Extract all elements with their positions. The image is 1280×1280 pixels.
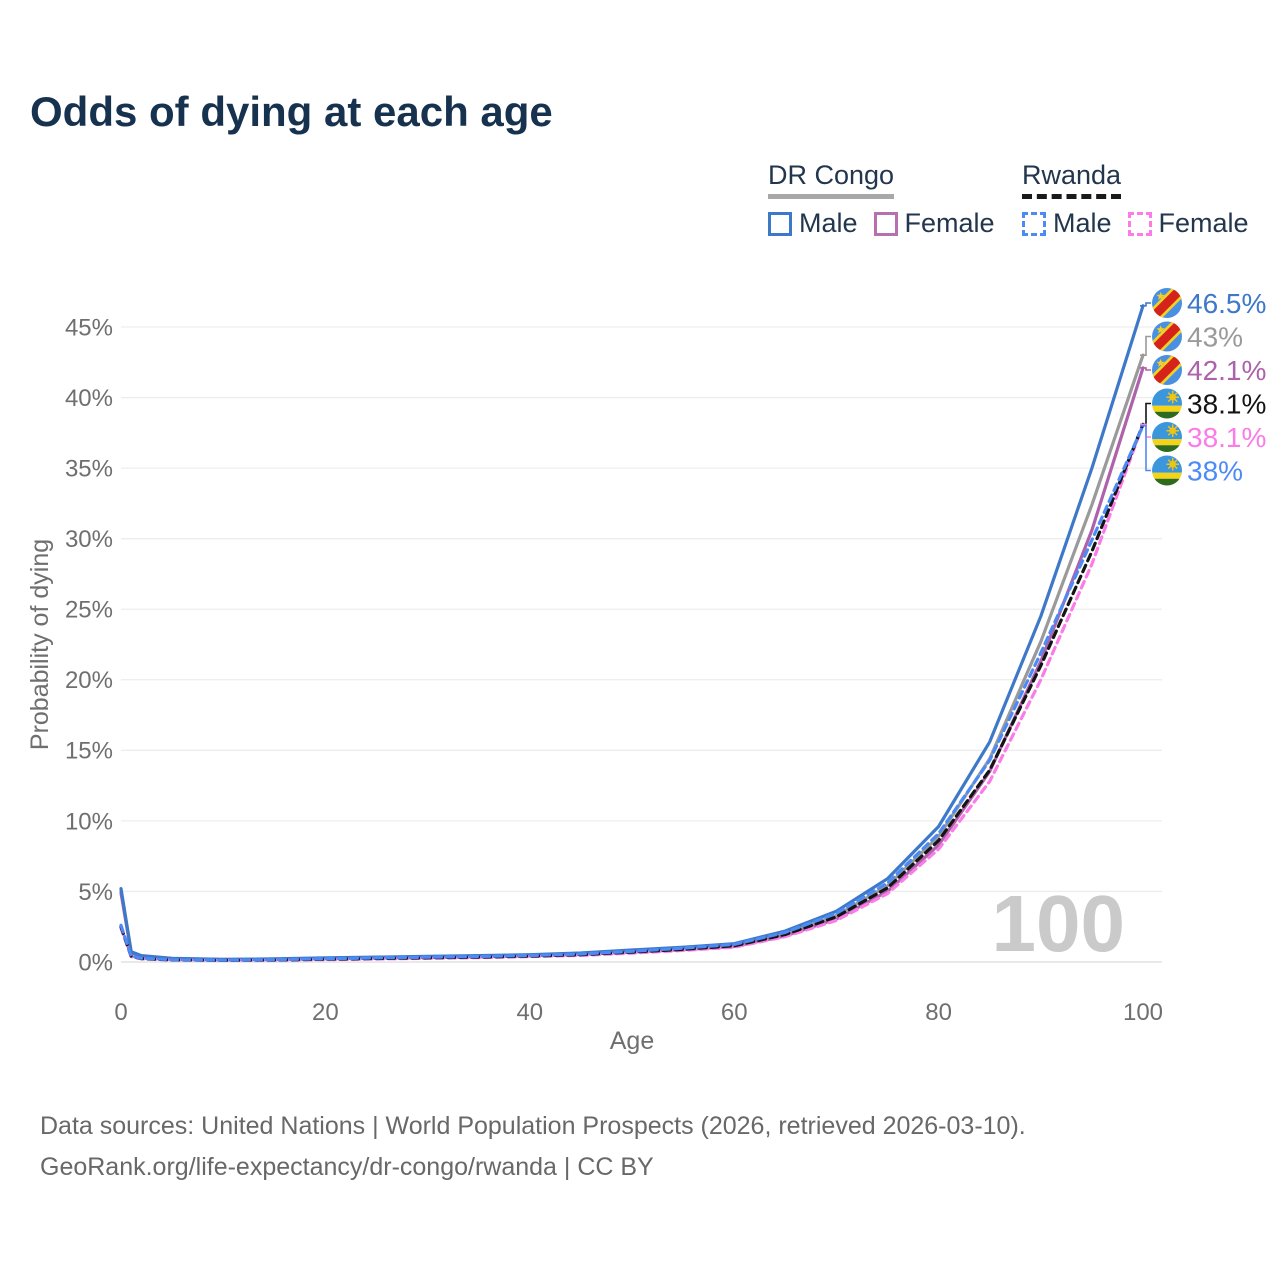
legend-item-rwanda-female[interactable]: Female bbox=[1127, 208, 1249, 239]
y-axis-tick-label: 35% bbox=[65, 456, 113, 483]
flag-icon-dr-congo bbox=[1152, 321, 1182, 352]
series-line-rwanda-male bbox=[119, 424, 1145, 962]
legend-group-title-rwanda: Rwanda bbox=[1022, 160, 1122, 199]
caption-line-1: Data sources: United Nations | World Pop… bbox=[40, 1112, 1026, 1140]
series-line-dr-congo-female bbox=[119, 366, 1145, 962]
legend-group-rwanda: Rwanda Male Female bbox=[1022, 160, 1249, 239]
x-axis-title: Age bbox=[610, 1027, 654, 1055]
y-axis-tick-label: 0% bbox=[78, 949, 113, 976]
end-value-label-rwanda-male: 38% bbox=[1187, 455, 1243, 486]
legend-item-dr-congo-female[interactable]: Female bbox=[873, 208, 995, 239]
leader-line-rwanda-female bbox=[1140, 423, 1151, 438]
x-axis-tick-label: 20 bbox=[312, 999, 339, 1026]
end-value-label-rwanda-both-sexes: 38.1% bbox=[1187, 388, 1266, 419]
flag-icon-dr-congo bbox=[1152, 355, 1182, 385]
legend-checkbox-rwanda-female-icon bbox=[1127, 211, 1152, 236]
end-value-label-rwanda-female: 38.1% bbox=[1187, 422, 1266, 453]
y-axis-tick-label: 20% bbox=[65, 667, 113, 694]
legend-checkbox-rwanda-male-icon bbox=[1022, 211, 1046, 236]
gridlines bbox=[121, 326, 1162, 963]
legend-item-label: Male bbox=[799, 208, 858, 238]
legend: DR Congo Male Female Rwanda Male Female bbox=[0, 160, 1280, 240]
y-axis-tick-label: 40% bbox=[65, 385, 113, 412]
legend-item-rwanda-male[interactable]: Male bbox=[1022, 208, 1112, 239]
legend-group-dr-congo: DR Congo Male Female bbox=[768, 160, 995, 239]
y-axis-tick-label: 10% bbox=[65, 808, 113, 835]
end-labels: 46.5%43%42.1%38.1%38.1%38% bbox=[1140, 288, 1266, 486]
legend-item-dr-congo-male[interactable]: Male bbox=[768, 208, 858, 239]
legend-group-title-dr-congo: DR Congo bbox=[768, 160, 895, 199]
y-axis-title: Probability of dying bbox=[26, 539, 54, 750]
legend-checkbox-dr-congo-male-icon bbox=[768, 211, 792, 236]
axis-ticks: 0% 5% 10% 15% 20% 25% 30% 35% 40% 45% 0 20 40 60 80 100 bbox=[65, 314, 1163, 1026]
y-axis-tick-label: 5% bbox=[78, 879, 113, 906]
flag-icon-dr-congo bbox=[1152, 288, 1182, 318]
y-axis-tick-label: 30% bbox=[65, 526, 113, 553]
end-value-label-dr-congo-both-sexes: 43% bbox=[1187, 321, 1243, 352]
y-axis-tick-label: 15% bbox=[65, 738, 113, 765]
leader-line-dr-congo-male bbox=[1140, 302, 1151, 307]
x-axis-tick-label: 100 bbox=[1123, 999, 1163, 1026]
series-line-dr-congo-both-sexes bbox=[119, 353, 1145, 962]
x-axis-tick-label: 40 bbox=[516, 999, 543, 1026]
y-axis-tick-label: 25% bbox=[65, 597, 113, 624]
series-lines bbox=[119, 304, 1145, 963]
legend-item-label: Female bbox=[904, 208, 995, 238]
x-axis-tick-label: 0 bbox=[114, 999, 127, 1026]
leader-line-rwanda-both-sexes bbox=[1140, 402, 1151, 426]
series-line-rwanda-both-sexes bbox=[119, 422, 1145, 962]
caption-line-2: GeoRank.org/life-expectancy/dr-congo/rwa… bbox=[40, 1153, 654, 1181]
age-watermark: 100 bbox=[992, 879, 1125, 968]
legend-item-label: Male bbox=[1053, 208, 1112, 238]
leader-line-dr-congo-both-sexes bbox=[1140, 335, 1151, 357]
y-axis-tick-label: 45% bbox=[65, 314, 113, 341]
legend-checkbox-dr-congo-female-icon bbox=[873, 211, 898, 236]
leader-line-rwanda-male bbox=[1140, 424, 1151, 472]
flag-icon-rwanda bbox=[1152, 422, 1182, 452]
end-value-label-dr-congo-female: 42.1% bbox=[1187, 355, 1266, 386]
leader-line-dr-congo-female bbox=[1140, 367, 1151, 371]
end-value-label-dr-congo-male: 46.5% bbox=[1187, 288, 1266, 319]
flag-icon-rwanda bbox=[1152, 455, 1182, 486]
series-line-dr-congo-male bbox=[119, 304, 1145, 961]
page-title: Odds of dying at each age bbox=[30, 88, 553, 135]
series-line-rwanda-female bbox=[119, 422, 1145, 963]
flag-icon-rwanda bbox=[1152, 388, 1182, 419]
data-source-caption: Data sources: United Nations | World Pop… bbox=[40, 1106, 1026, 1188]
x-axis-tick-label: 60 bbox=[721, 999, 748, 1026]
x-axis-tick-label: 80 bbox=[925, 999, 952, 1026]
legend-item-label: Female bbox=[1158, 208, 1249, 238]
